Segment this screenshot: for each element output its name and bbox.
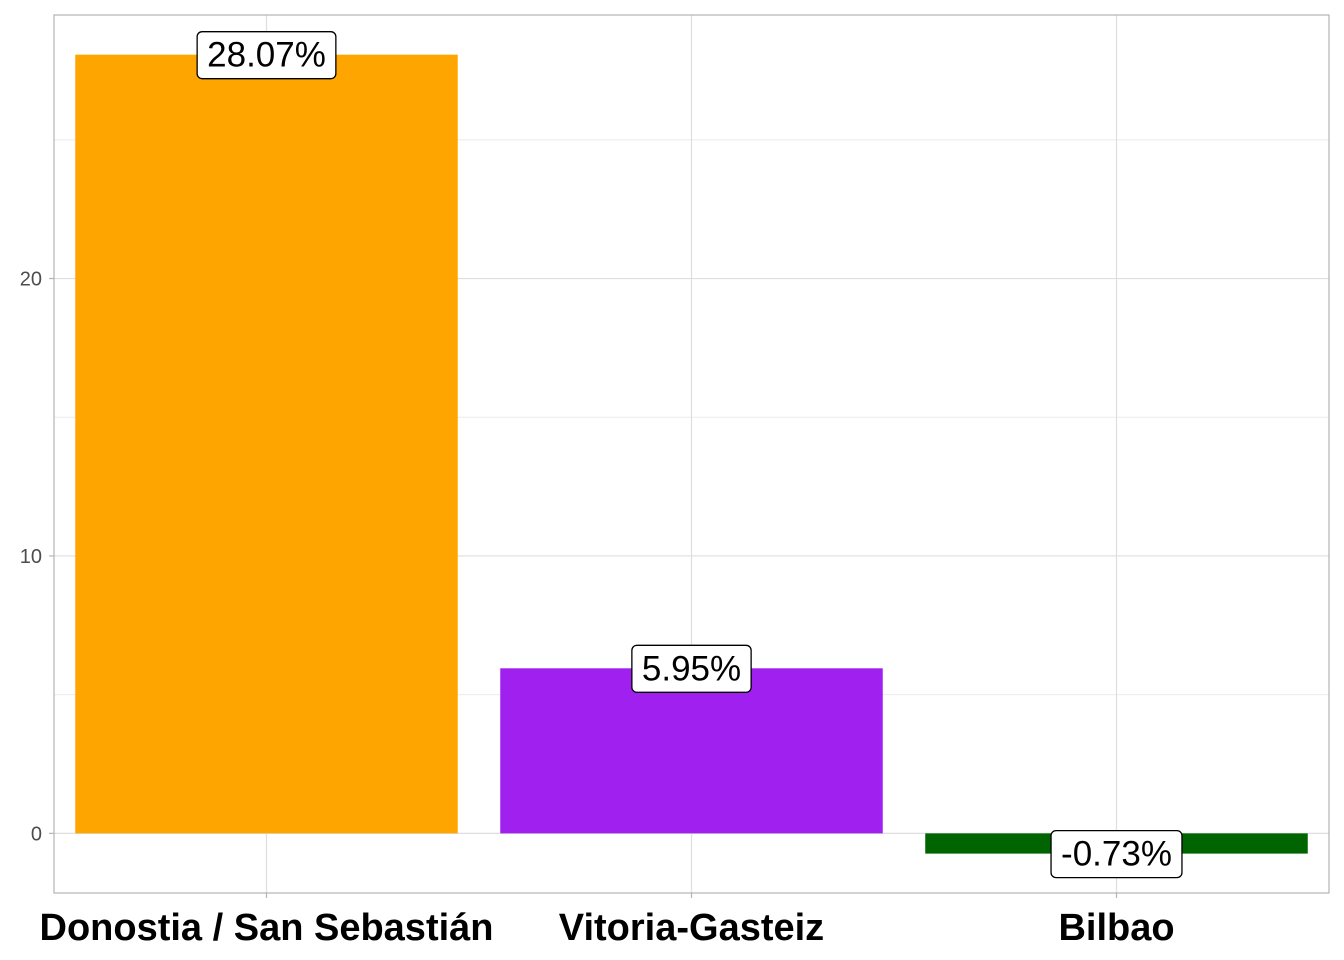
bars	[75, 54, 1308, 854]
x-axis: Donostia / San Sebastián Vitoria-Gasteiz B…	[40, 893, 1175, 949]
y-axis: 0 10 20	[20, 269, 54, 845]
x-category-label: Bilbao	[1058, 907, 1174, 949]
data-label: 28.07%	[196, 31, 337, 80]
data-label-text: 5.95%	[642, 649, 741, 688]
data-label-box	[196, 31, 337, 80]
data-label: -0.73%	[1050, 829, 1183, 879]
y-tick-label: 20	[20, 269, 42, 291]
x-category-label: Vitoria-Gasteiz	[559, 907, 824, 949]
x-category-label: Donostia / San Sebastián	[40, 907, 494, 949]
y-tick-label: 10	[20, 546, 42, 568]
data-label-box	[631, 644, 752, 693]
y-tick-label: 0	[31, 823, 42, 845]
data-label-text: -0.73%	[1061, 835, 1172, 874]
bar	[500, 668, 883, 834]
data-labels: 28.07% 5.95% -0.73%	[196, 31, 1183, 879]
data-label: 5.95%	[631, 644, 752, 693]
bar	[75, 54, 458, 834]
data-label-text: 28.07%	[207, 36, 326, 75]
data-label-box	[1050, 829, 1183, 879]
